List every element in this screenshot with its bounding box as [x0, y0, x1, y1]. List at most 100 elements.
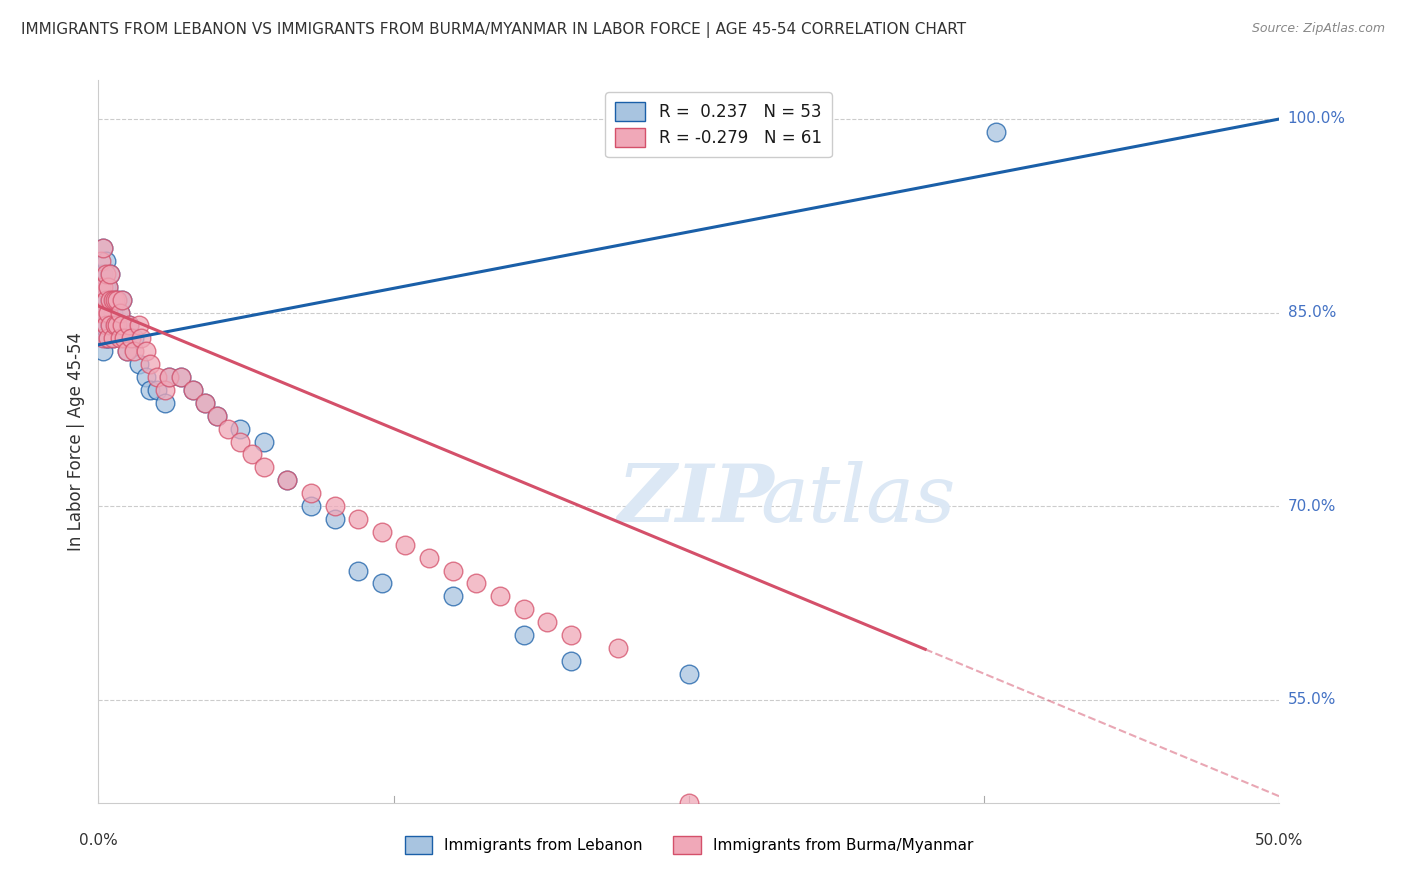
Point: [101, 305, 124, 319]
Point: [560, 628, 582, 642]
Point: [122, 344, 145, 359]
Point: [105, 293, 128, 307]
Point: [91, 293, 114, 307]
Point: [94, 331, 117, 345]
Point: [253, 434, 276, 449]
Point: [91, 331, 114, 345]
Point: [276, 473, 298, 487]
Point: [347, 512, 370, 526]
Point: [512, 602, 534, 616]
Point: [118, 318, 141, 333]
Point: [181, 383, 204, 397]
Point: [97, 331, 120, 345]
Point: [371, 576, 394, 591]
Point: [91, 279, 114, 293]
Text: Source: ZipAtlas.com: Source: ZipAtlas.com: [1251, 22, 1385, 36]
Point: [512, 628, 534, 642]
Legend: Immigrants from Lebanon, Immigrants from Burma/Myanmar: Immigrants from Lebanon, Immigrants from…: [398, 830, 980, 860]
Point: [111, 293, 134, 307]
Point: [323, 499, 346, 513]
Point: [170, 370, 193, 384]
Point: [205, 409, 228, 423]
Point: [94, 254, 117, 268]
Point: [205, 409, 228, 423]
Point: [97, 305, 120, 319]
Text: 100.0%: 100.0%: [1288, 112, 1346, 127]
Point: [229, 434, 252, 449]
Point: [678, 796, 700, 810]
Point: [146, 370, 169, 384]
Text: 55.0%: 55.0%: [1288, 692, 1336, 707]
Point: [94, 305, 117, 319]
Point: [121, 331, 143, 345]
Point: [108, 305, 131, 319]
Point: [139, 383, 162, 397]
Point: [98, 293, 121, 307]
Text: IMMIGRANTS FROM LEBANON VS IMMIGRANTS FROM BURMA/MYANMAR IN LABOR FORCE | AGE 45: IMMIGRANTS FROM LEBANON VS IMMIGRANTS FR…: [21, 22, 966, 38]
Point: [90, 254, 112, 268]
Point: [217, 422, 239, 436]
Point: [91, 318, 114, 333]
Point: [90, 305, 112, 319]
Point: [146, 383, 169, 397]
Point: [91, 267, 114, 281]
Point: [112, 331, 135, 345]
Point: [94, 279, 117, 293]
Text: ZIP: ZIP: [619, 460, 775, 538]
Point: [108, 305, 131, 319]
Point: [181, 383, 204, 397]
Point: [98, 293, 121, 307]
Point: [253, 460, 276, 475]
Point: [536, 615, 558, 630]
Point: [299, 499, 322, 513]
Point: [98, 267, 121, 281]
Point: [91, 305, 114, 319]
Point: [240, 447, 263, 461]
Point: [157, 370, 180, 384]
Point: [465, 576, 488, 591]
Point: [105, 318, 128, 333]
Point: [91, 241, 114, 255]
Point: [105, 318, 128, 333]
Point: [98, 267, 121, 281]
Text: 0.0%: 0.0%: [79, 833, 118, 848]
Point: [112, 331, 135, 345]
Point: [153, 396, 176, 410]
Point: [128, 318, 150, 333]
Point: [122, 331, 145, 345]
Text: 85.0%: 85.0%: [1288, 305, 1336, 320]
Point: [97, 279, 120, 293]
Point: [97, 331, 120, 345]
Point: [98, 318, 121, 333]
Point: [97, 305, 120, 319]
Point: [90, 318, 112, 333]
Point: [347, 564, 370, 578]
Point: [98, 318, 121, 333]
Point: [91, 344, 114, 359]
Text: atlas: atlas: [759, 460, 955, 538]
Point: [115, 344, 138, 359]
Point: [105, 293, 128, 307]
Point: [90, 267, 112, 281]
Point: [90, 293, 112, 307]
Point: [104, 318, 127, 333]
Point: [139, 357, 162, 371]
Point: [91, 241, 114, 255]
Point: [489, 590, 512, 604]
Point: [94, 267, 117, 281]
Point: [128, 357, 150, 371]
Text: 70.0%: 70.0%: [1288, 499, 1336, 514]
Point: [94, 318, 117, 333]
Text: 50.0%: 50.0%: [1256, 833, 1303, 848]
Point: [97, 279, 120, 293]
Point: [104, 293, 127, 307]
Point: [157, 370, 180, 384]
Point: [170, 370, 193, 384]
Point: [394, 538, 416, 552]
Point: [299, 486, 322, 500]
Point: [276, 473, 298, 487]
Point: [101, 331, 124, 345]
Point: [560, 654, 582, 668]
Point: [94, 293, 117, 307]
Point: [104, 318, 127, 333]
